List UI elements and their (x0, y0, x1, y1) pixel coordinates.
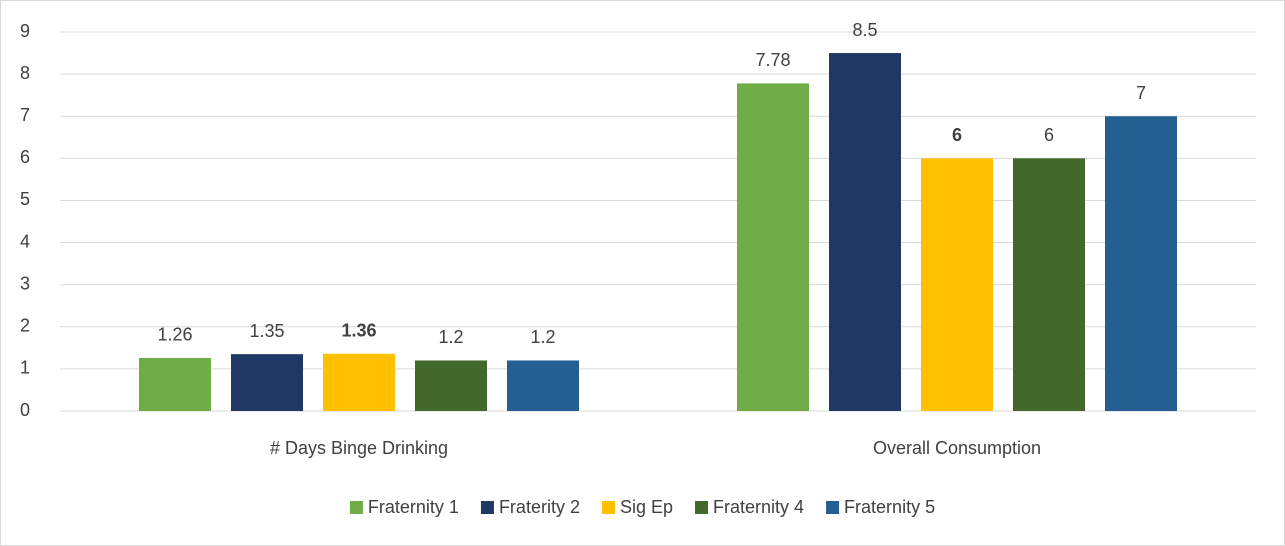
bar (1105, 116, 1177, 411)
bar (1013, 158, 1085, 411)
bar (507, 360, 579, 411)
bar (829, 53, 901, 412)
legend-swatch (480, 501, 494, 514)
data-label: 6 (952, 125, 962, 145)
legend-label: Fraternity 4 (713, 497, 804, 517)
data-label: 1.26 (157, 325, 192, 345)
y-tick-label: 1 (20, 358, 30, 378)
legend-swatch (826, 501, 840, 514)
data-label: 1.2 (530, 327, 555, 347)
data-label: 1.35 (249, 321, 284, 341)
bar (415, 360, 487, 411)
bar (921, 158, 993, 411)
legend-swatch (349, 501, 363, 514)
bar (139, 357, 211, 411)
data-label: 1.2 (438, 327, 463, 347)
bar (323, 353, 395, 411)
legend-label: Fraternity 1 (368, 497, 459, 517)
y-tick-label: 9 (20, 21, 30, 41)
x-tick-label: Overall Consumption (873, 438, 1041, 458)
legend-label: Fraterity 2 (499, 497, 580, 517)
data-label: 7 (1136, 83, 1146, 103)
y-tick-label: 8 (20, 63, 30, 83)
legend-swatch (695, 501, 709, 514)
legend-swatch (601, 501, 615, 514)
legend-label: Sig Ep (620, 497, 673, 517)
y-tick-label: 2 (20, 316, 30, 336)
y-tick-label: 0 (20, 400, 30, 420)
y-tick-label: 7 (20, 105, 30, 125)
y-tick-label: 4 (20, 231, 30, 251)
x-tick-label: # Days Binge Drinking (270, 438, 448, 458)
data-label: 1.36 (341, 320, 376, 340)
legend-label: Fraternity 5 (844, 497, 935, 517)
data-label: 8.5 (852, 20, 877, 40)
data-label: 7.78 (755, 50, 790, 70)
y-tick-label: 6 (20, 147, 30, 167)
y-tick-label: 3 (20, 273, 30, 293)
data-label: 6 (1044, 125, 1054, 145)
bar (231, 354, 303, 411)
y-tick-label: 5 (20, 189, 30, 209)
bar (737, 83, 809, 412)
